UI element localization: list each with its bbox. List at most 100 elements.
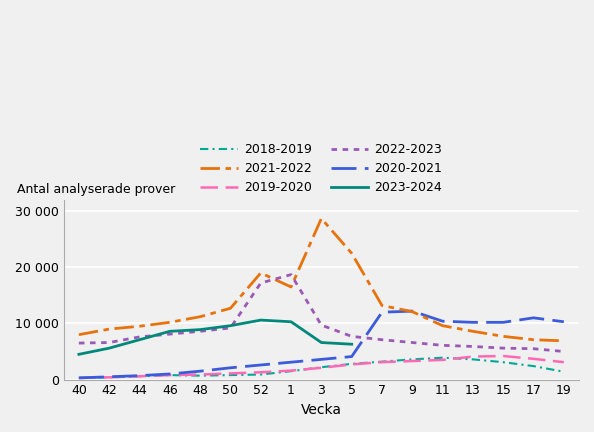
- 2021-2022: [106, 327, 113, 332]
- 2018-2019: [227, 372, 234, 378]
- 2020-2021: [257, 362, 264, 368]
- 2021-2022: [257, 270, 264, 276]
- 2022-2023: [439, 343, 446, 348]
- 2018-2019: [287, 368, 295, 374]
- 2022-2023: [136, 334, 143, 340]
- 2023-2024: [257, 318, 264, 323]
- 2021-2022: [287, 284, 295, 289]
- 2021-2022: [378, 303, 386, 308]
- 2018-2019: [469, 357, 476, 362]
- 2023-2024: [197, 327, 204, 332]
- 2018-2019: [530, 363, 537, 368]
- X-axis label: Vecka: Vecka: [301, 403, 342, 417]
- 2020-2021: [439, 319, 446, 324]
- Line: 2021-2022: 2021-2022: [79, 219, 564, 341]
- 2022-2023: [409, 340, 416, 345]
- 2018-2019: [106, 375, 113, 380]
- Line: 2019-2020: 2019-2020: [79, 356, 564, 378]
- 2021-2022: [318, 216, 325, 221]
- 2020-2021: [378, 310, 386, 315]
- 2020-2021: [197, 368, 204, 374]
- 2019-2020: [530, 356, 537, 362]
- 2021-2022: [197, 314, 204, 319]
- 2022-2023: [378, 337, 386, 342]
- 2019-2020: [560, 359, 567, 365]
- 2019-2020: [409, 359, 416, 364]
- 2019-2020: [378, 359, 386, 365]
- 2023-2024: [106, 346, 113, 351]
- 2021-2022: [469, 329, 476, 334]
- 2021-2022: [409, 309, 416, 314]
- 2023-2024: [348, 342, 355, 347]
- 2022-2023: [530, 346, 537, 351]
- 2019-2020: [136, 374, 143, 379]
- 2020-2021: [106, 374, 113, 379]
- Legend: 2018-2019, 2021-2022, 2019-2020, 2022-2023, 2020-2021, 2023-2024: 2018-2019, 2021-2022, 2019-2020, 2022-20…: [195, 138, 447, 200]
- 2018-2019: [348, 361, 355, 366]
- 2019-2020: [75, 375, 83, 381]
- 2019-2020: [469, 354, 476, 359]
- 2022-2023: [500, 346, 507, 351]
- 2020-2021: [348, 354, 355, 359]
- 2018-2019: [318, 365, 325, 370]
- 2018-2019: [500, 359, 507, 365]
- 2020-2021: [318, 357, 325, 362]
- 2018-2019: [75, 375, 83, 381]
- 2023-2024: [166, 329, 173, 334]
- 2021-2022: [75, 332, 83, 337]
- 2022-2023: [166, 331, 173, 337]
- 2020-2021: [75, 375, 83, 381]
- 2019-2020: [318, 365, 325, 370]
- 2020-2021: [136, 373, 143, 378]
- 2022-2023: [106, 340, 113, 345]
- 2023-2024: [136, 337, 143, 342]
- 2023-2024: [227, 323, 234, 328]
- 2019-2020: [257, 370, 264, 375]
- 2019-2020: [348, 362, 355, 367]
- 2021-2022: [560, 338, 567, 343]
- 2020-2021: [530, 315, 537, 321]
- 2018-2019: [409, 357, 416, 362]
- 2020-2021: [287, 359, 295, 365]
- 2021-2022: [348, 251, 355, 256]
- 2020-2021: [560, 319, 567, 324]
- 2018-2019: [560, 369, 567, 374]
- 2019-2020: [287, 368, 295, 373]
- 2021-2022: [227, 306, 234, 311]
- 2019-2020: [439, 357, 446, 362]
- 2018-2019: [197, 373, 204, 378]
- 2023-2024: [287, 319, 295, 324]
- 2018-2019: [439, 355, 446, 360]
- 2023-2024: [318, 340, 325, 345]
- 2022-2023: [348, 334, 355, 339]
- 2018-2019: [166, 372, 173, 378]
- 2020-2021: [500, 320, 507, 325]
- 2021-2022: [166, 320, 173, 325]
- 2022-2023: [227, 325, 234, 330]
- 2018-2019: [378, 359, 386, 364]
- 2019-2020: [197, 372, 204, 377]
- Text: Antal analyserade prover: Antal analyserade prover: [17, 183, 176, 197]
- 2021-2022: [530, 337, 537, 342]
- 2021-2022: [500, 334, 507, 339]
- 2018-2019: [257, 372, 264, 377]
- Line: 2020-2021: 2020-2021: [79, 311, 564, 378]
- 2021-2022: [136, 324, 143, 329]
- 2019-2020: [166, 372, 173, 378]
- 2019-2020: [227, 371, 234, 376]
- 2022-2023: [197, 329, 204, 334]
- 2022-2023: [287, 272, 295, 277]
- 2023-2024: [75, 352, 83, 357]
- 2020-2021: [166, 372, 173, 377]
- 2022-2023: [560, 349, 567, 354]
- 2022-2023: [257, 280, 264, 286]
- 2020-2021: [469, 320, 476, 325]
- Line: 2022-2023: 2022-2023: [79, 275, 564, 352]
- 2022-2023: [75, 340, 83, 346]
- 2020-2021: [409, 308, 416, 314]
- 2022-2023: [318, 323, 325, 328]
- 2022-2023: [469, 344, 476, 349]
- 2018-2019: [136, 374, 143, 379]
- 2019-2020: [106, 375, 113, 380]
- 2021-2022: [439, 323, 446, 328]
